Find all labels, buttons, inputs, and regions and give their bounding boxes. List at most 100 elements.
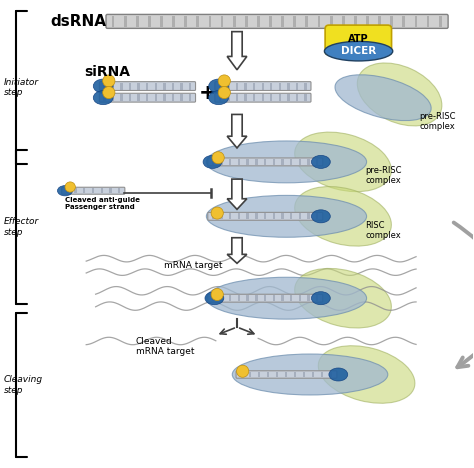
Bar [240,372,242,377]
Bar [312,372,314,377]
Bar [287,82,290,89]
Bar [111,16,114,27]
Bar [74,188,77,193]
Bar [330,16,333,27]
Bar [229,159,231,165]
Ellipse shape [206,277,366,319]
Circle shape [103,75,115,87]
FancyArrow shape [227,238,247,263]
Bar [184,16,187,27]
Text: Effector
step: Effector step [4,217,39,237]
Text: Initiator
step: Initiator step [4,78,39,97]
Bar [294,372,296,377]
Bar [189,94,191,101]
Bar [262,94,264,101]
Bar [378,16,381,27]
Bar [148,16,151,27]
Bar [287,94,290,101]
Bar [293,16,296,27]
FancyBboxPatch shape [325,25,392,55]
FancyBboxPatch shape [106,15,448,29]
Bar [296,82,298,89]
Bar [120,82,123,89]
Text: mRNA target: mRNA target [164,261,222,270]
Bar [219,82,221,89]
Bar [172,82,174,89]
Bar [220,16,223,27]
FancyBboxPatch shape [100,81,196,90]
Bar [415,16,417,27]
FancyArrowPatch shape [454,222,474,367]
Ellipse shape [311,210,330,223]
Bar [305,16,308,27]
Ellipse shape [57,186,73,196]
Ellipse shape [209,79,228,93]
Bar [236,82,238,89]
Bar [299,213,301,219]
FancyBboxPatch shape [208,212,323,220]
FancyBboxPatch shape [208,158,323,166]
Bar [124,16,127,27]
Ellipse shape [311,155,330,168]
Circle shape [211,207,223,219]
Circle shape [218,87,230,99]
Bar [238,213,240,219]
Ellipse shape [203,155,222,168]
Bar [318,16,320,27]
Bar [160,16,163,27]
Bar [246,295,249,301]
Text: Cleaving
step: Cleaving step [4,375,43,395]
Bar [262,82,264,89]
FancyArrow shape [227,115,247,148]
Bar [307,159,310,165]
Bar [180,82,182,89]
Bar [120,94,123,101]
Bar [255,213,257,219]
Ellipse shape [318,346,415,403]
FancyBboxPatch shape [236,371,337,378]
Bar [264,213,266,219]
FancyBboxPatch shape [62,187,125,194]
Ellipse shape [324,41,393,61]
Ellipse shape [209,91,228,105]
Bar [245,82,247,89]
Bar [255,295,257,301]
Bar [285,372,287,377]
Bar [258,372,260,377]
Bar [304,82,307,89]
Bar [253,94,255,101]
Bar [220,295,223,301]
FancyBboxPatch shape [208,294,323,302]
Bar [220,159,223,165]
Ellipse shape [232,354,388,395]
FancyArrow shape [227,179,247,209]
Ellipse shape [335,75,431,121]
Bar [439,16,442,27]
Bar [270,82,273,89]
Text: pre-RISC
complex: pre-RISC complex [419,112,456,131]
Circle shape [103,87,115,99]
Text: ATP: ATP [348,34,369,44]
Bar [342,16,345,27]
Text: DICER: DICER [341,46,376,56]
Bar [269,16,272,27]
Text: pre-RISC
complex: pre-RISC complex [365,166,401,185]
Circle shape [218,75,230,87]
Bar [229,295,231,301]
Bar [281,295,283,301]
Bar [172,94,174,101]
Bar [146,94,148,101]
Bar [227,82,229,89]
Bar [299,159,301,165]
Bar [281,213,283,219]
Bar [316,295,319,301]
Bar [100,188,103,193]
Bar [290,295,292,301]
Bar [229,213,231,219]
Bar [366,16,369,27]
Bar [238,159,240,165]
Bar [330,372,332,377]
Bar [299,295,301,301]
Bar [307,213,310,219]
Text: +: + [199,83,217,103]
